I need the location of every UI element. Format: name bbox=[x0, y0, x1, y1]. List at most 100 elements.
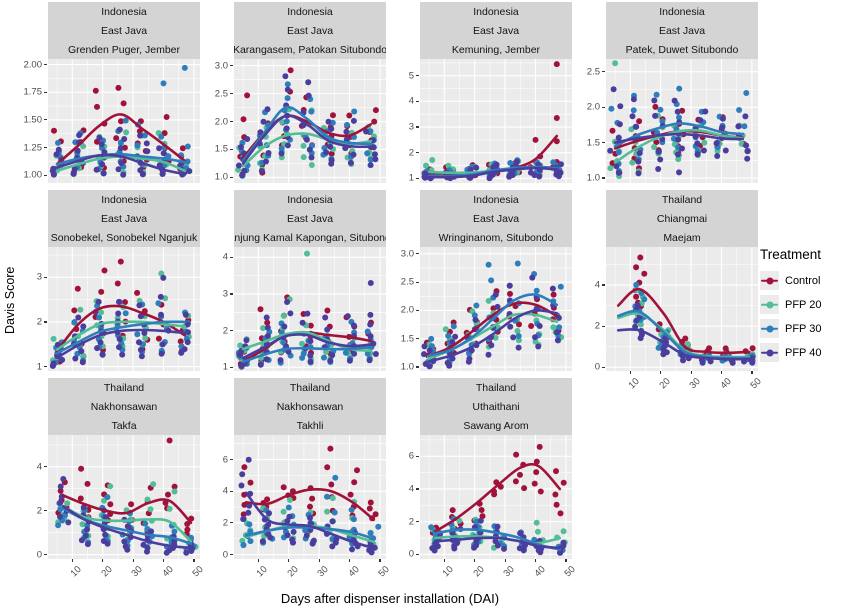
facet-panel: Indonesia East Java Sonobekel, Sonobekel… bbox=[22, 190, 200, 372]
y-tick-label: 1.75 bbox=[23, 86, 43, 98]
trend-line-pfp-40 bbox=[433, 536, 562, 550]
legend-key-pfp-20-icon bbox=[760, 295, 779, 314]
trend-line-pfp-40 bbox=[55, 328, 187, 359]
legend: Treatment Control PFP 20 PFP 30 PFP 40 bbox=[760, 247, 840, 367]
series-points-pfp-40 bbox=[235, 73, 379, 179]
panel-plot bbox=[48, 247, 200, 371]
y-tick-mark bbox=[230, 120, 233, 123]
facet-site: Maejam bbox=[663, 231, 701, 244]
x-tick-mark bbox=[629, 371, 631, 374]
y-tick-mark bbox=[230, 256, 233, 258]
panel-plot bbox=[420, 247, 572, 371]
panel-plot bbox=[48, 59, 200, 183]
y-tick-label: 2 bbox=[408, 147, 414, 159]
facet-panel: Thailand Nakhonsawan Takfa 0 2 4 10 20 30 40 5… bbox=[22, 378, 206, 579]
y-tick-mark bbox=[230, 293, 233, 295]
y-tick-label: 2 bbox=[36, 505, 42, 517]
x-tick-mark bbox=[318, 559, 320, 562]
x-tick-label: 30 bbox=[129, 564, 145, 580]
y-tick-mark bbox=[230, 93, 233, 95]
legend-entry-control: Control bbox=[760, 271, 840, 290]
y-axis: 1 2 3 bbox=[22, 247, 48, 372]
trend-line-pfp-30 bbox=[427, 293, 559, 357]
y-tick-label: 1.5 bbox=[400, 333, 414, 345]
y-tick-mark bbox=[416, 75, 419, 77]
facet-strip: Thailand Nakhonsawan Takhli bbox=[234, 378, 386, 435]
y-axis: 0 2 4 6 bbox=[208, 435, 234, 561]
legend-title: Treatment bbox=[760, 247, 822, 262]
x-tick-mark bbox=[443, 559, 445, 562]
panel-plot bbox=[606, 59, 758, 183]
facet-panel: Indonesia East Java Tanjung Kamal Kapong… bbox=[208, 190, 386, 373]
facet-strip: Indonesia East Java Grenden Puger, Jembe… bbox=[48, 2, 200, 59]
facet-country: Indonesia bbox=[101, 5, 147, 18]
y-tick-mark bbox=[44, 276, 47, 278]
legend-key-pfp-40-icon bbox=[760, 343, 779, 362]
y-tick-label: 0 bbox=[222, 549, 228, 561]
trend-line-pfp-40 bbox=[613, 132, 745, 144]
x-tick-mark bbox=[474, 559, 476, 562]
y-axis: 0 2 4 6 bbox=[394, 435, 420, 560]
legend-label: PFP 20 bbox=[785, 298, 822, 311]
x-tick-mark bbox=[565, 559, 567, 562]
trend-line-pfp-40 bbox=[244, 491, 376, 550]
legend-label: PFP 30 bbox=[785, 322, 822, 335]
y-axis: 1.00 1.25 1.50 1.75 2.00 bbox=[22, 59, 48, 183]
y-tick-mark bbox=[602, 325, 605, 327]
legend-label: Control bbox=[785, 274, 821, 287]
y-tick-label: 1.50 bbox=[23, 114, 43, 126]
y-tick-mark bbox=[602, 284, 605, 286]
facet-region: Chiangmai bbox=[656, 212, 708, 225]
y-tick-mark bbox=[230, 458, 233, 461]
y-tick-label: 1 bbox=[408, 172, 414, 184]
y-tick-label: 4 bbox=[408, 95, 414, 107]
facet-panel: Thailand Uthaithani Sawang Arom 0 2 4 6 10 2… bbox=[394, 378, 578, 579]
facet-panel: Thailand Nakhonsawan Takhli 0 2 4 6 10 20 30 4… bbox=[208, 378, 392, 579]
x-tick-label: 50 bbox=[190, 564, 206, 580]
y-tick-label: 4 bbox=[222, 251, 228, 263]
y-tick-mark bbox=[44, 174, 47, 176]
x-tick-mark bbox=[132, 559, 134, 562]
y-tick-label: 6 bbox=[408, 450, 414, 462]
y-tick-mark bbox=[230, 148, 233, 151]
y-axis: 1.0 1.5 2.0 2.5 3.0 bbox=[208, 59, 234, 183]
x-tick-mark bbox=[690, 371, 692, 374]
y-tick-label: 1.25 bbox=[23, 142, 43, 154]
x-tick-label: 10 bbox=[626, 376, 643, 392]
panel-plot bbox=[234, 435, 386, 559]
y-tick-label: 1.0 bbox=[400, 361, 414, 373]
y-tick-mark bbox=[416, 455, 419, 457]
y-tick-mark bbox=[416, 281, 419, 283]
x-tick-mark bbox=[193, 559, 195, 562]
facet-site: Sonobekel, Sonobekel Nganjuk bbox=[50, 231, 198, 244]
y-tick-mark bbox=[44, 466, 47, 468]
y-tick-mark bbox=[416, 366, 419, 368]
y-tick-label: 4 bbox=[36, 461, 42, 473]
y-tick-label: 2 bbox=[222, 325, 228, 337]
y-tick-mark bbox=[416, 488, 419, 490]
y-tick-label: 2.5 bbox=[214, 88, 228, 100]
facet-panel: Indonesia East Java Grenden Puger, Jembe… bbox=[22, 2, 200, 183]
y-tick-mark bbox=[602, 177, 605, 179]
x-tick-mark bbox=[534, 559, 537, 562]
y-tick-mark bbox=[230, 522, 233, 524]
y-tick-label: 2.00 bbox=[23, 59, 43, 71]
facet-country: Thailand bbox=[475, 381, 517, 394]
y-axis: 1 2 3 4 5 bbox=[394, 59, 420, 184]
y-tick-label: 5 bbox=[408, 70, 414, 82]
panel-plot bbox=[234, 59, 386, 183]
y-tick-label: 1.0 bbox=[586, 172, 600, 184]
facet-strip: Indonesia East Java Sonobekel, Sonobekel… bbox=[48, 190, 200, 247]
panel-plot bbox=[606, 247, 758, 371]
x-tick-mark bbox=[162, 559, 165, 562]
y-tick-mark bbox=[416, 553, 419, 555]
trend-line-pfp-40 bbox=[427, 308, 559, 363]
facet-strip: Indonesia East Java Kemuning, Jember bbox=[420, 2, 572, 59]
y-axis: 0 2 4 bbox=[22, 435, 48, 560]
trend-line-pfp-30 bbox=[241, 345, 373, 364]
legend-key-control-icon bbox=[760, 271, 779, 290]
x-tick-mark bbox=[720, 371, 723, 374]
facet-region: East Java bbox=[658, 24, 706, 37]
y-tick-mark bbox=[44, 365, 47, 368]
panel-plot bbox=[234, 247, 386, 371]
